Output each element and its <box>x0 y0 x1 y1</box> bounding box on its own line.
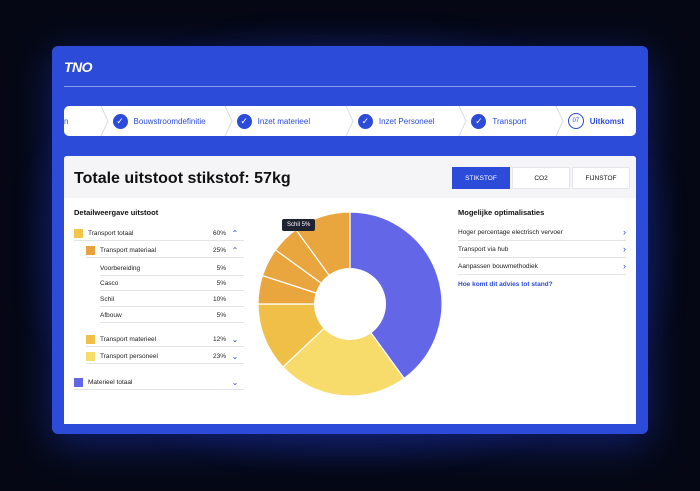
step-separator-icon <box>224 106 233 136</box>
chevron-down-icon[interactable]: ⌄ <box>231 334 239 344</box>
detail-row-label: Afbouw <box>100 311 122 319</box>
detail-row[interactable]: Transport materieel 12% ⌄ <box>86 332 244 347</box>
donut-slice-materieel-totaal[interactable] <box>349 211 443 380</box>
step-number-badge: 07 <box>567 113 584 129</box>
chevron-right-icon: › <box>623 261 626 271</box>
optimization-item[interactable]: Aanpassen bouwmethodiek › <box>458 258 626 275</box>
header-divider <box>64 86 636 87</box>
detail-row[interactable]: Transport materiaal 25% ⌃ <box>86 243 244 258</box>
detail-row-label: Transport totaal <box>88 229 134 237</box>
donut-slice-transport-personeel[interactable] <box>282 303 405 397</box>
detail-row-value: 5% <box>216 311 226 319</box>
step-separator-icon <box>458 106 467 136</box>
detail-row-value: 10% <box>212 295 226 303</box>
tab-stikstof[interactable]: STIKSTOF <box>452 167 510 189</box>
step-2-label: Inzet materieel <box>257 116 311 126</box>
tab-co2[interactable]: CO2 <box>512 167 570 189</box>
emission-donut-chart <box>257 211 443 397</box>
detail-row-value: 60% <box>212 229 226 237</box>
detail-row-label: Materieel totaal <box>88 378 133 386</box>
chevron-down-icon[interactable]: ⌄ <box>231 351 239 361</box>
color-swatch <box>86 334 95 344</box>
color-swatch <box>74 228 83 238</box>
optimization-label: Transport via hub <box>458 245 509 253</box>
detail-row[interactable]: Transport personeel 23% ⌄ <box>86 349 244 364</box>
detail-subrow: Voorbereiding 5% <box>100 261 244 276</box>
chevron-right-icon: › <box>623 244 626 254</box>
check-icon: ✓ <box>236 113 252 129</box>
step-progress-bar: n ✓ Bouwstroomdefinitie ✓ Inzet materiee… <box>64 106 636 136</box>
emission-type-tabs: STIKSTOF CO2 FIJNSTOF <box>452 167 630 189</box>
chart-tooltip: Schil 5% <box>282 219 316 231</box>
optimization-item[interactable]: Hoger percentage electrisch vervoer › <box>458 224 626 241</box>
optimization-label: Hoger percentage electrisch vervoer <box>458 228 563 236</box>
tno-logo: TNO <box>64 59 93 75</box>
check-icon: ✓ <box>112 113 128 129</box>
detail-subrow: Schil 10% <box>100 292 244 307</box>
detail-row-label: Transport personeel <box>100 352 158 360</box>
detail-row[interactable]: Materieel totaal ⌄ <box>74 375 244 390</box>
step-4-label: Transport <box>492 116 527 126</box>
chevron-up-icon[interactable]: ⌃ <box>231 245 239 255</box>
color-swatch <box>74 377 83 387</box>
step-1-label: Bouwstroomdefinitie <box>133 116 206 126</box>
step-0-label: n <box>64 116 69 126</box>
step-inzet-materieel[interactable]: ✓ Inzet materieel <box>233 106 354 136</box>
step-uitkomst[interactable]: 07 Uitkomst <box>564 106 636 136</box>
advice-link[interactable]: Hoe komt dit advies tot stand? <box>458 281 553 288</box>
step-separator-icon <box>345 106 354 136</box>
detail-row-label: Voorbereiding <box>100 264 141 272</box>
detail-title: Detailweergave uitstoot <box>74 208 159 217</box>
step-inzet-personeel[interactable]: ✓ Inzet Personeel <box>354 106 468 136</box>
step-transport[interactable]: ✓ Transport <box>467 106 564 136</box>
detail-subrow: Afbouw 5% <box>100 308 244 323</box>
tab-fijnstof[interactable]: FIJNSTOF <box>572 167 630 189</box>
detail-row-value: 23% <box>212 352 226 360</box>
detail-row-value: 5% <box>216 264 226 272</box>
detail-row-label: Schil <box>100 295 115 303</box>
step-bouwstroomdefinitie[interactable]: ✓ Bouwstroomdefinitie <box>109 106 233 136</box>
color-swatch <box>86 351 95 361</box>
chevron-down-icon[interactable]: ⌄ <box>231 377 239 387</box>
check-icon: ✓ <box>471 113 487 129</box>
optimization-label: Aanpassen bouwmethodiek <box>458 262 538 270</box>
color-swatch <box>86 245 95 255</box>
step-separator-icon <box>100 106 109 136</box>
detail-subrow: Casco 5% <box>100 276 244 291</box>
donut-hole <box>314 268 386 340</box>
step-5-label: Uitkomst <box>589 116 625 126</box>
optimization-item[interactable]: Transport via hub › <box>458 241 626 258</box>
detail-row-label: Transport materieel <box>100 335 157 343</box>
optimizations-title: Mogelijke optimalisaties <box>458 208 545 217</box>
chevron-right-icon: › <box>623 227 626 237</box>
detail-row-value: 5% <box>216 279 226 287</box>
step-3-label: Inzet Personeel <box>378 116 435 126</box>
chevron-up-icon[interactable]: ⌃ <box>231 228 239 238</box>
detail-row-label: Transport materiaal <box>100 246 157 254</box>
step-separator-icon <box>555 106 564 136</box>
detail-row-label: Casco <box>100 279 119 287</box>
detail-row[interactable]: Transport totaal 60% ⌃ <box>74 226 244 241</box>
page-title: Totale uitstoot stikstof: 57kg <box>74 170 291 187</box>
check-icon: ✓ <box>357 113 373 129</box>
step-0[interactable]: n <box>64 106 109 136</box>
detail-row-value: 12% <box>212 335 226 343</box>
detail-row-value: 25% <box>212 246 226 254</box>
